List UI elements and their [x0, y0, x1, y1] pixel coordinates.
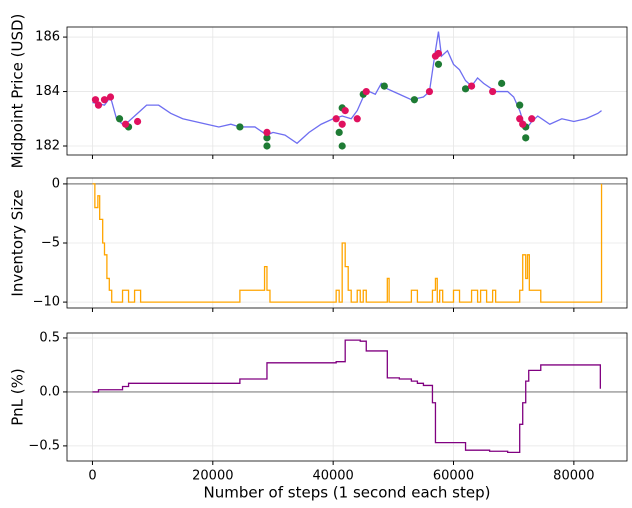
trade-marker	[425, 87, 434, 96]
axes-frame	[66, 26, 628, 156]
x-tick-label: 60000	[433, 469, 474, 484]
trade-marker	[461, 85, 470, 93]
trade-marker	[91, 96, 100, 104]
trade-marker	[263, 128, 271, 136]
x-tick-label: 40000	[312, 469, 353, 484]
trade-marker	[519, 120, 527, 128]
x-tick-label: 0	[88, 469, 96, 484]
trade-marker	[489, 87, 497, 96]
trade-marker	[528, 115, 536, 123]
y-tick-label: 0	[52, 176, 60, 191]
y-tick-label: −10	[33, 295, 60, 310]
y-tick-label: 186	[35, 30, 60, 45]
y-axis-label: Midpoint Price (USD)	[9, 14, 27, 169]
y-axis-label: Inventory Size	[9, 189, 27, 296]
series-line	[92, 183, 603, 303]
y-tick-label: 0.0	[39, 384, 60, 399]
trade-marker	[100, 96, 109, 104]
y-tick-label: 182	[35, 139, 60, 154]
trade-marker	[410, 96, 418, 104]
axes-frame	[66, 177, 628, 309]
trade-marker	[498, 79, 506, 87]
x-tick-label: 20000	[192, 469, 233, 484]
trade-marker	[121, 120, 130, 128]
trade-marker	[263, 134, 271, 142]
trade-marker	[332, 115, 340, 123]
trade-marker	[341, 107, 349, 115]
trade-marker	[362, 87, 370, 96]
y-tick-label: −5	[41, 236, 60, 251]
y-tick-label: 184	[35, 84, 60, 99]
trade-marker	[94, 101, 103, 109]
trade-marker	[516, 115, 524, 123]
trade-marker	[106, 93, 115, 101]
series-line	[92, 339, 601, 454]
trade-marker	[380, 82, 388, 90]
y-axis-label: PnL (%)	[9, 368, 27, 425]
trade-marker	[467, 82, 476, 90]
trade-marker	[133, 117, 142, 126]
trade-marker	[236, 123, 244, 131]
trade-marker	[335, 128, 343, 136]
trade-marker	[434, 49, 443, 58]
trade-marker	[115, 115, 124, 123]
y-tick-label: 0.5	[39, 330, 60, 345]
trade-marker	[338, 120, 346, 128]
trade-marker	[434, 60, 443, 68]
trade-marker	[522, 134, 530, 142]
trade-marker	[516, 101, 524, 109]
x-axis-label: Number of steps (1 second each step)	[204, 484, 491, 502]
series-line	[92, 31, 602, 145]
x-tick-label: 80000	[553, 469, 594, 484]
axes-frame	[66, 332, 628, 462]
trade-marker	[263, 142, 271, 150]
y-tick-label: −0.5	[28, 438, 60, 453]
trade-marker	[338, 142, 346, 150]
trade-marker	[353, 115, 361, 123]
